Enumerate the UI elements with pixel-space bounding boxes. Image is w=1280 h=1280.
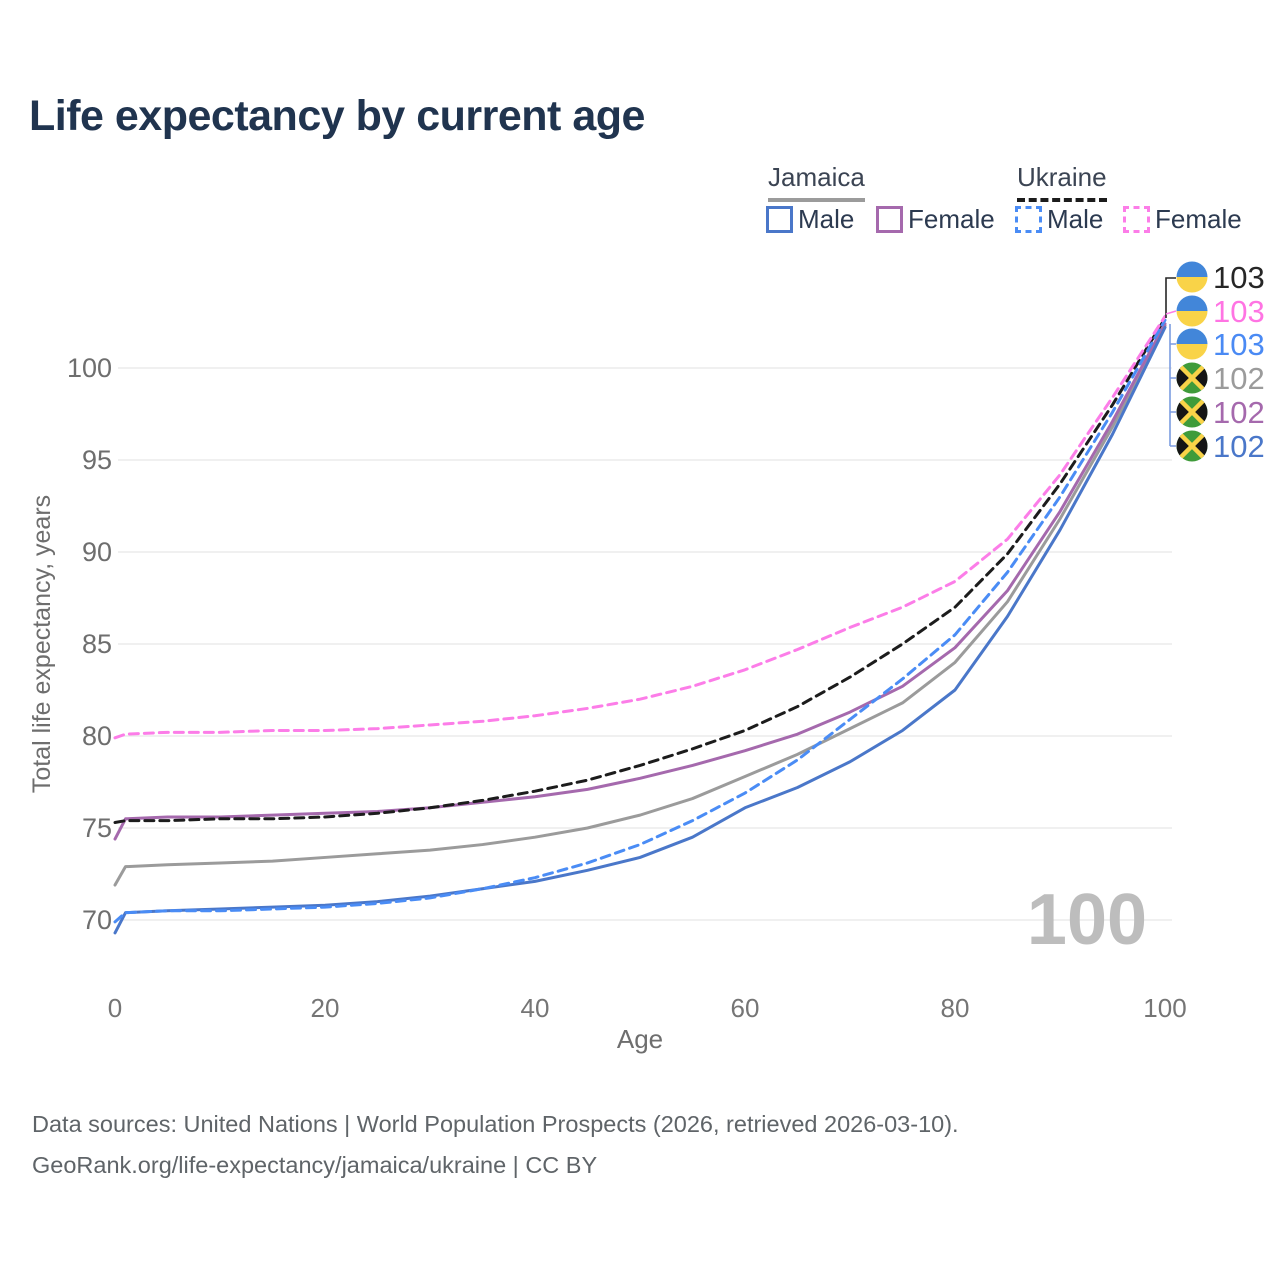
legend-swatch-dashed-icon (1123, 206, 1150, 233)
legend-swatch-solid-icon (876, 206, 903, 233)
x-tick-label: 0 (108, 993, 122, 1023)
jamaica-flag-icon (1176, 396, 1208, 428)
legend-item-jamaica-male[interactable]: Male (766, 204, 854, 235)
end-label[interactable]: 103 (1176, 327, 1265, 362)
line-chart: 70 75 80 85 90 95 100 0 20 40 60 80 100 Age Total life… (28, 260, 1265, 1054)
series-line-jamaica-both[interactable] (113, 324, 1167, 887)
legend-item-label: Female (908, 204, 995, 234)
ukraine-flag-icon (1176, 261, 1208, 293)
legend-item-label: Male (1047, 204, 1104, 234)
label-connector (1165, 310, 1177, 315)
series-line-jamaica-female[interactable] (113, 322, 1167, 841)
y-tick-label: 85 (82, 629, 112, 659)
legend-item-ukraine-male[interactable]: Male (1015, 204, 1103, 235)
series-line-ukraine-both[interactable] (113, 316, 1167, 824)
legend-swatch-solid-icon (766, 206, 793, 233)
end-label-value: 102 (1213, 361, 1265, 396)
y-axis-title: Total life expectancy, years (28, 495, 56, 793)
series-line-ukraine-female[interactable] (113, 314, 1167, 740)
legend-item-ukraine-female[interactable]: Female (1123, 204, 1242, 235)
chart-footer: Data sources: United Nations | World Pop… (32, 1104, 959, 1186)
legend-item-jamaica-female[interactable]: Female (876, 204, 995, 235)
legend-group-jamaica: Jamaica (768, 162, 865, 202)
x-tick-label: 100 (1143, 993, 1186, 1023)
series-line-jamaica-male[interactable] (113, 326, 1167, 935)
y-tick-label: 75 (82, 813, 112, 843)
x-tick-label: 40 (521, 993, 550, 1023)
series-line-ukraine-male[interactable] (113, 318, 1167, 924)
y-tick-label: 70 (82, 905, 112, 935)
end-label-value: 102 (1213, 395, 1265, 430)
attribution-line: GeoRank.org/life-expectancy/jamaica/ukra… (32, 1152, 598, 1178)
legend-swatch-dashed-icon (1015, 206, 1042, 233)
jamaica-flag-icon (1176, 362, 1208, 394)
jamaica-flag-icon (1176, 430, 1208, 462)
end-label[interactable]: 103 (1176, 260, 1265, 295)
end-label[interactable]: 102 (1176, 429, 1265, 464)
y-tick-label: 100 (67, 353, 112, 383)
y-tick-label: 80 (82, 721, 112, 751)
end-label-value: 102 (1213, 429, 1265, 464)
ukraine-flag-icon (1176, 295, 1208, 327)
x-tick-label: 20 (311, 993, 340, 1023)
end-label-value: 103 (1213, 327, 1265, 362)
end-label[interactable]: 103 (1176, 294, 1265, 329)
legend-header-ukraine[interactable]: Ukraine (1017, 162, 1107, 202)
x-tick-label: 60 (731, 993, 760, 1023)
legend-item-label: Female (1155, 204, 1242, 234)
watermark-current-age: 100 (1027, 880, 1147, 960)
ukraine-flag-icon (1176, 328, 1208, 360)
data-sources-line: Data sources: United Nations | World Pop… (32, 1111, 959, 1137)
end-label-value: 103 (1213, 294, 1265, 329)
y-tick-label: 95 (82, 445, 112, 475)
end-label-value: 103 (1213, 260, 1265, 295)
label-connector (1169, 324, 1176, 447)
label-connector (1165, 277, 1176, 318)
end-label[interactable]: 102 (1176, 395, 1265, 430)
x-axis-title: Age (617, 1024, 663, 1054)
y-tick-label: 90 (82, 537, 112, 567)
legend-group-ukraine: Ukraine (1017, 162, 1107, 202)
page-title: Life expectancy by current age (29, 92, 645, 140)
legend-item-label: Male (798, 204, 855, 234)
end-label[interactable]: 102 (1176, 361, 1265, 396)
x-tick-label: 80 (941, 993, 970, 1023)
legend-header-jamaica[interactable]: Jamaica (768, 162, 865, 202)
